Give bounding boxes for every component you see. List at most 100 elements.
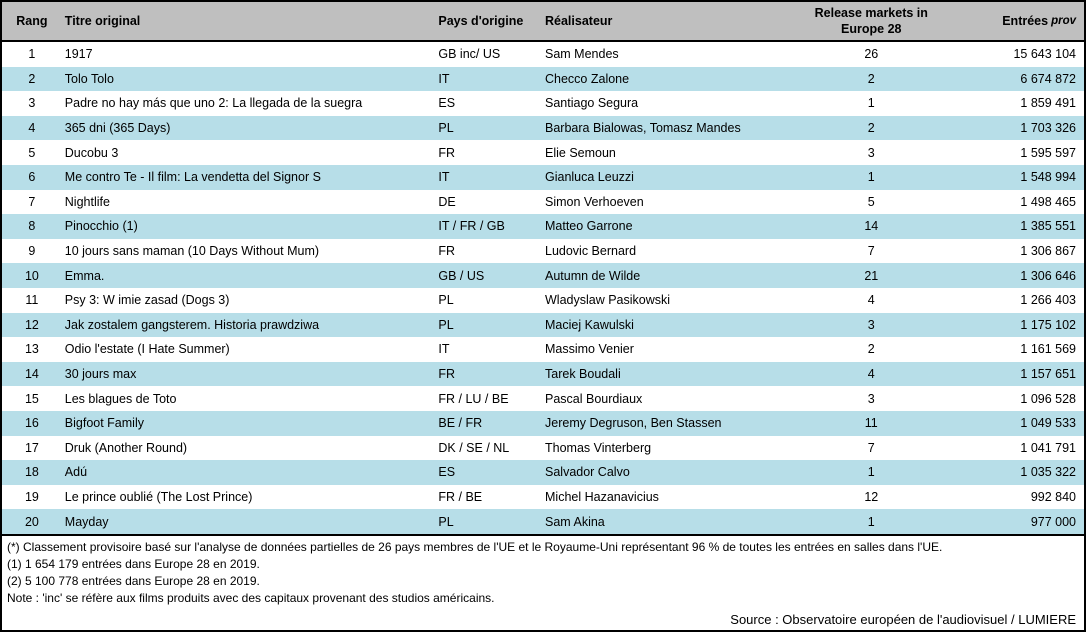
- row-markets: 4: [867, 293, 875, 308]
- column-header-country: Pays d'origine: [432, 2, 540, 40]
- row-rank: 13: [24, 342, 39, 357]
- row-title: 365 dni (365 Days): [64, 121, 171, 136]
- row-director: Ludovic Bernard: [545, 244, 637, 259]
- footnote-inc: Note : 'inc' se réfère aux films produit…: [7, 591, 495, 605]
- row-rank: 4: [28, 121, 36, 136]
- table-row: 11 Psy 3: W imie zasad (Dogs 3) PL Wlady…: [2, 287, 1084, 313]
- table-footer: (*) Classement provisoire basé sur l'ana…: [2, 536, 1084, 630]
- row-markets: 2: [867, 121, 875, 136]
- column-header-rank: Rang: [2, 2, 62, 40]
- row-director: Elie Semoun: [545, 145, 616, 160]
- row-entries: 992 840: [1030, 489, 1076, 504]
- row-rank: 15: [24, 391, 39, 406]
- row-country: IT: [438, 71, 450, 86]
- table-row: 12 Jak zostalem gangsterem. Historia pra…: [2, 312, 1084, 338]
- table-row: 8 Pinocchio (1) IT / FR / GB Matteo Garr…: [2, 214, 1084, 239]
- row-entries: 1 266 403: [1020, 293, 1076, 308]
- table-row: 14 30 jours max FR Tarek Boudali 4 1 157…: [2, 361, 1084, 387]
- row-title: Emma.: [64, 268, 105, 283]
- row-title: Psy 3: W imie zasad (Dogs 3): [64, 293, 230, 308]
- row-country: IT: [438, 342, 450, 357]
- row-entries: 1 306 646: [1020, 268, 1076, 283]
- row-country: FR: [438, 244, 456, 259]
- row-director: Santiago Segura: [545, 96, 639, 111]
- table-row: 3 Padre no hay más que uno 2: La llegada…: [2, 91, 1084, 116]
- row-country: GB / US: [438, 268, 485, 283]
- row-title: Druk (Another Round): [64, 440, 188, 455]
- row-director: Sam Mendes: [545, 47, 619, 62]
- row-markets: 5: [867, 194, 875, 209]
- column-header-entries: Entrées prov: [998, 2, 1084, 40]
- table-row: 15 Les blagues de Toto FR / LU / BE Pasc…: [2, 386, 1084, 411]
- row-director: Pascal Bourdiaux: [545, 391, 643, 406]
- column-header-markets-line1: Release markets in: [814, 6, 928, 20]
- row-country: PL: [438, 317, 454, 332]
- table-row: 5 Ducobu 3 FR Elie Semoun 3 1 595 597: [2, 140, 1084, 165]
- table-row: 7 Nightlife DE Simon Verhoeven 5 1 498 4…: [2, 189, 1084, 215]
- row-title: 30 jours max: [64, 367, 137, 382]
- row-entries: 1 385 551: [1020, 219, 1076, 234]
- row-country: FR: [438, 145, 456, 160]
- row-entries: 15 643 104: [1013, 47, 1076, 62]
- row-country: FR / LU / BE: [438, 391, 509, 406]
- row-markets: 2: [867, 71, 875, 86]
- row-director: Tarek Boudali: [545, 367, 621, 382]
- row-director: Maciej Kawulski: [545, 317, 634, 332]
- footnotes: (*) Classement provisoire basé sur l'ana…: [7, 539, 1079, 607]
- row-director: Jeremy Degruson, Ben Stassen: [545, 416, 722, 431]
- row-director: Massimo Venier: [545, 342, 634, 357]
- table-row: 13 Odio l'estate (I Hate Summer) IT Mass…: [2, 337, 1084, 362]
- row-markets: 2: [867, 342, 875, 357]
- row-country: ES: [438, 465, 456, 480]
- row-entries: 1 161 569: [1020, 342, 1076, 357]
- row-entries: 977 000: [1030, 514, 1076, 529]
- row-rank: 11: [25, 293, 39, 308]
- row-rank: 9: [28, 244, 36, 259]
- table-row: 10 Emma. GB / US Autumn de Wilde 21 1 30…: [2, 263, 1084, 288]
- row-director: Simon Verhoeven: [545, 194, 644, 209]
- row-country: GB inc/ US: [438, 47, 501, 62]
- row-director: Autumn de Wilde: [545, 268, 641, 283]
- row-title: Les blagues de Toto: [64, 391, 177, 406]
- table-row: 6 Me contro Te - Il film: La vendetta de…: [2, 164, 1084, 190]
- row-entries: 1 175 102: [1020, 317, 1076, 332]
- table-row: 17 Druk (Another Round) DK / SE / NL Tho…: [2, 435, 1084, 461]
- column-header-country-label: Pays d'origine: [438, 14, 524, 28]
- row-rank: 3: [28, 96, 36, 111]
- row-entries: 6 674 872: [1020, 71, 1076, 86]
- column-header-title: Titre original: [62, 2, 433, 40]
- table-row: 18 Adú ES Salvador Calvo 1 1 035 322: [2, 460, 1084, 485]
- table-body: 1 1917 GB inc/ US Sam Mendes 26 15 643 1…: [2, 42, 1084, 536]
- row-country: DK / SE / NL: [438, 440, 510, 455]
- row-rank: 6: [28, 170, 36, 185]
- row-country: FR / BE: [438, 489, 483, 504]
- table-row: 2 Tolo Tolo IT Checco Zalone 2 6 674 872: [2, 66, 1084, 92]
- column-header-director: Réalisateur: [540, 2, 744, 40]
- row-title: 10 jours sans maman (10 Days Without Mum…: [64, 244, 320, 259]
- row-rank: 16: [24, 416, 39, 431]
- table-row: 4 365 dni (365 Days) PL Barbara Bialowas…: [2, 115, 1084, 141]
- row-markets: 7: [867, 244, 875, 259]
- row-entries: 1 548 994: [1020, 170, 1076, 185]
- row-director: Checco Zalone: [545, 71, 630, 86]
- row-title: Jak zostalem gangsterem. Historia prawdz…: [64, 317, 320, 332]
- footnote-provisional: (*) Classement provisoire basé sur l'ana…: [7, 540, 943, 554]
- row-rank: 5: [28, 145, 36, 160]
- row-rank: 17: [24, 440, 39, 455]
- row-rank: 12: [24, 317, 39, 332]
- table-header-row: Rang Titre original Pays d'origine Réali…: [2, 2, 1084, 42]
- footnote-2: (2) 5 100 778 entrées dans Europe 28 en …: [7, 574, 260, 588]
- row-country: IT: [438, 170, 450, 185]
- row-entries: 1 498 465: [1020, 194, 1076, 209]
- row-rank: 7: [28, 194, 36, 209]
- row-title: Adú: [64, 465, 88, 480]
- row-entries: 1 041 791: [1020, 440, 1076, 455]
- row-title: Le prince oublié (The Lost Prince): [64, 489, 253, 504]
- row-entries: 1 306 867: [1020, 244, 1076, 259]
- row-markets: 3: [867, 317, 875, 332]
- column-header-title-label: Titre original: [64, 14, 141, 28]
- row-entries: 1 157 651: [1020, 367, 1076, 382]
- row-entries: 1 049 533: [1020, 416, 1076, 431]
- row-title: 1917: [64, 47, 93, 62]
- row-title: Bigfoot Family: [64, 416, 144, 431]
